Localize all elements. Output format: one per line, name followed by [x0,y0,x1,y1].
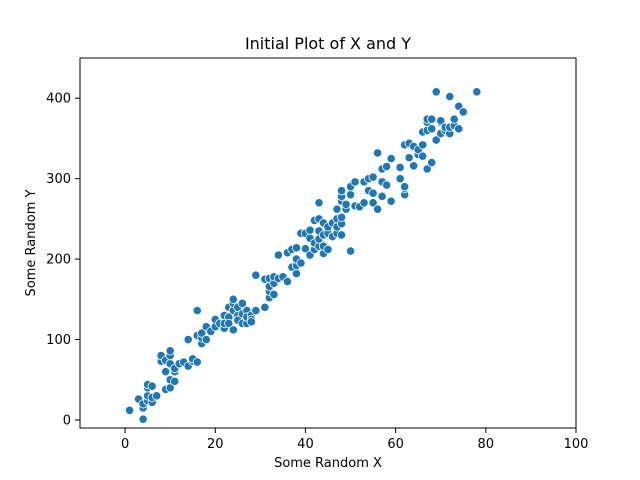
data-point [291,243,302,253]
data-point [454,124,464,134]
data-point [314,198,324,208]
x-tick-label: 0 [121,437,129,452]
x-tick-label: 20 [207,437,224,452]
data-point [372,204,383,214]
data-point [147,381,157,391]
data-point [269,289,279,300]
data-point [377,191,387,201]
data-point [382,180,392,190]
data-point [431,135,441,145]
data-point [404,153,414,163]
data-point [170,376,180,386]
data-point [336,230,347,240]
data-point [282,277,293,287]
data-point [251,270,261,280]
x-tick-label: 100 [564,437,589,452]
y-axis-label: Some Random Y [24,189,39,296]
data-point [368,188,378,198]
y-tick-label: 0 [63,413,71,428]
data-point [418,140,428,150]
x-axis: 0 20 40 60 80 100 [121,428,588,452]
data-point [395,174,405,184]
data-point [165,346,175,356]
y-tick-label: 200 [46,253,71,268]
data-point [237,298,247,308]
data-point [197,328,207,338]
data-point [382,161,392,172]
data-point [125,405,135,415]
data-point [192,357,202,367]
y-tick-label: 400 [46,92,71,107]
data-point [332,204,342,214]
data-point [192,305,202,316]
data-point [273,250,283,260]
data-point [251,305,261,316]
data-point [436,116,446,126]
data-point [395,162,405,172]
data-point [359,198,369,208]
data-point [368,172,378,182]
data-point [201,334,211,345]
data-point [449,114,459,124]
data-point [386,196,396,206]
data-point [431,87,441,97]
y-axis: 0 100 200 300 400 [46,92,80,428]
data-point [458,107,468,117]
data-point [400,182,410,192]
x-tick-label: 80 [478,437,495,452]
data-point [386,153,396,164]
chart-title: Initial Plot of X and Y [245,34,411,53]
data-point [422,164,432,174]
data-point [228,294,238,304]
data-point [138,414,148,424]
data-point [161,367,171,377]
data-point [336,186,347,196]
data-point [300,244,311,254]
data-point [224,318,234,329]
data-point [427,157,437,168]
data-point [418,151,428,161]
plot-frame [79,57,577,429]
x-axis-label: Some Random X [274,456,382,471]
data-point [427,124,437,134]
data-point [291,268,302,279]
data-point [427,114,437,124]
points-layer [125,87,482,424]
data-point [372,148,383,158]
data-point [341,199,351,209]
x-tick-label: 40 [297,437,314,452]
data-point [296,258,306,268]
data-point [336,212,347,222]
data-point [345,190,356,200]
data-point [409,161,419,171]
x-tick-label: 60 [387,437,404,452]
data-point [183,334,193,345]
data-point [260,302,270,312]
data-point [228,325,238,335]
data-point [323,244,333,255]
data-point [305,225,315,235]
y-tick-label: 300 [46,172,71,187]
data-point [152,391,162,401]
data-point [368,198,378,208]
data-point [246,317,256,327]
data-point [472,87,482,97]
y-tick-label: 100 [46,333,71,348]
data-point [345,246,356,256]
data-point [350,177,360,187]
data-point [445,92,455,102]
